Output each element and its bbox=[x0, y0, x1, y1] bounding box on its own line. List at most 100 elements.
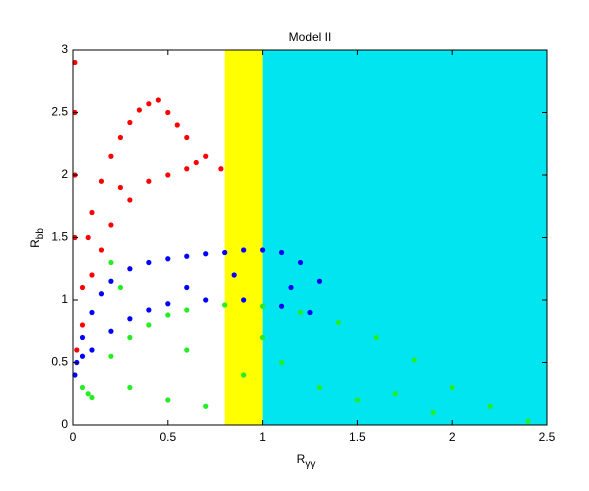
point bbox=[146, 322, 152, 328]
point bbox=[354, 397, 360, 403]
x-tick-label: 2.5 bbox=[539, 430, 556, 444]
point bbox=[85, 391, 91, 397]
point bbox=[165, 172, 171, 178]
y-axis-label: Rbb bbox=[28, 228, 45, 248]
point bbox=[108, 278, 114, 284]
chart-title: Model II bbox=[289, 30, 332, 44]
x-tick-label: 0.5 bbox=[159, 430, 176, 444]
point bbox=[79, 322, 86, 328]
point bbox=[278, 249, 285, 256]
point bbox=[117, 184, 123, 191]
point bbox=[487, 403, 493, 409]
y-label-sub: bb bbox=[35, 228, 46, 240]
point bbox=[278, 303, 285, 309]
point bbox=[155, 97, 161, 103]
point bbox=[74, 347, 80, 353]
point bbox=[297, 309, 304, 316]
point bbox=[278, 359, 285, 366]
point bbox=[117, 284, 123, 291]
point bbox=[231, 272, 237, 278]
x-label-sub: γγ bbox=[305, 459, 315, 470]
point bbox=[127, 119, 133, 126]
point bbox=[373, 334, 379, 341]
x-tick-label: 1.5 bbox=[349, 430, 366, 444]
point bbox=[307, 309, 313, 316]
point bbox=[89, 394, 95, 401]
point bbox=[72, 59, 78, 66]
point bbox=[79, 284, 86, 291]
y-tick-label: 2 bbox=[61, 167, 68, 181]
point bbox=[174, 122, 180, 128]
point bbox=[146, 101, 152, 107]
point bbox=[203, 403, 209, 409]
point bbox=[260, 303, 266, 309]
shaded-band bbox=[224, 50, 263, 425]
point bbox=[411, 357, 417, 363]
y-tick-label: 2.5 bbox=[51, 105, 68, 119]
point bbox=[203, 297, 209, 303]
point bbox=[89, 347, 95, 353]
x-tick-label: 1 bbox=[259, 430, 266, 444]
x-label-main: R bbox=[297, 452, 306, 466]
point bbox=[127, 316, 133, 322]
y-tick-label: 0 bbox=[61, 417, 68, 431]
point bbox=[184, 166, 190, 172]
point bbox=[72, 372, 78, 378]
point bbox=[98, 178, 105, 184]
point bbox=[218, 166, 224, 172]
point bbox=[165, 312, 171, 318]
point bbox=[108, 153, 114, 159]
point bbox=[241, 297, 247, 303]
point bbox=[525, 418, 531, 424]
point bbox=[89, 209, 95, 216]
point bbox=[146, 259, 152, 266]
point bbox=[127, 334, 133, 341]
point bbox=[98, 291, 105, 297]
point bbox=[127, 197, 133, 203]
point bbox=[241, 372, 247, 378]
point bbox=[316, 384, 323, 391]
point bbox=[108, 353, 114, 359]
point bbox=[85, 234, 91, 241]
point bbox=[127, 384, 133, 391]
point bbox=[98, 247, 105, 253]
shaded-band bbox=[262, 50, 547, 425]
point bbox=[184, 284, 190, 291]
point bbox=[184, 253, 190, 259]
point bbox=[288, 284, 294, 291]
point bbox=[222, 249, 228, 256]
point bbox=[184, 307, 190, 313]
point bbox=[108, 259, 114, 266]
point bbox=[260, 247, 266, 253]
y-tick-label: 1.5 bbox=[51, 230, 68, 244]
y-tick-label: 1 bbox=[61, 292, 68, 306]
point bbox=[79, 334, 86, 341]
point bbox=[335, 319, 342, 326]
point bbox=[193, 159, 199, 166]
point bbox=[203, 251, 209, 257]
x-tick-label: 0 bbox=[70, 430, 77, 444]
point bbox=[184, 134, 190, 141]
point bbox=[241, 247, 247, 253]
point bbox=[136, 107, 142, 113]
point bbox=[430, 409, 436, 416]
point bbox=[449, 384, 455, 391]
point bbox=[184, 347, 190, 353]
point bbox=[203, 153, 209, 159]
x-axis-label: Rγγ bbox=[297, 452, 316, 469]
y-label-main: R bbox=[28, 239, 42, 248]
point bbox=[392, 391, 398, 397]
y-tick-label: 3 bbox=[61, 42, 68, 56]
point bbox=[297, 259, 304, 266]
point bbox=[165, 256, 171, 262]
point bbox=[89, 272, 95, 278]
point bbox=[108, 328, 114, 334]
point bbox=[146, 178, 152, 184]
point bbox=[222, 302, 228, 308]
x-tick-label: 2 bbox=[449, 430, 456, 444]
point bbox=[146, 307, 152, 313]
point bbox=[117, 134, 123, 141]
point bbox=[127, 266, 133, 272]
point bbox=[79, 384, 86, 391]
